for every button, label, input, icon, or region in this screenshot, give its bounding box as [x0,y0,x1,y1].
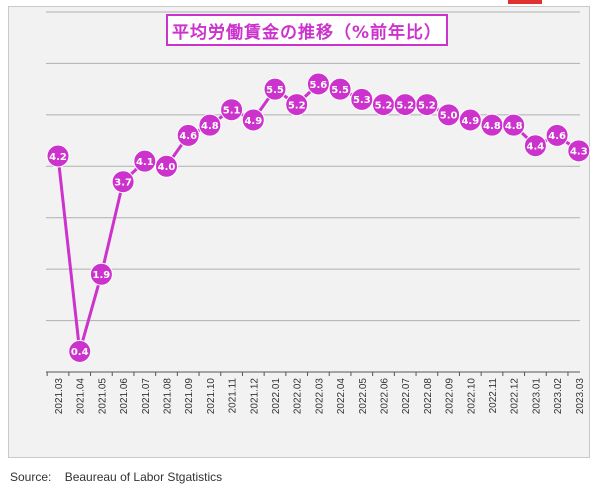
x-tick-label: 2022.09 [445,378,456,415]
data-label: 5.2 [418,100,436,111]
data-label: 1.9 [93,270,111,281]
data-point [545,123,569,147]
data-point [89,262,113,286]
data-point [46,144,70,168]
x-tick-label: 2021.03 [54,378,65,415]
data-point [155,154,178,178]
chart-frame [8,6,590,458]
data-label: 5.0 [440,111,458,122]
x-tick-label: 2022.07 [401,378,412,415]
data-label: 4.8 [201,121,219,132]
data-point [306,72,330,96]
x-tick-label: 2023.02 [553,378,564,415]
chart-title: 平均労働賃金の推移（%前年比） [166,14,448,46]
data-label: 5.1 [223,106,241,117]
data-label: 4.3 [570,147,588,158]
data-point [523,134,547,158]
x-tick-label: 2022.08 [423,378,434,415]
data-point [220,98,244,122]
x-tick-label: 2022.10 [466,378,477,415]
data-label: 4.8 [483,121,501,132]
data-label: 5.3 [353,95,371,106]
data-point [502,113,526,137]
x-tick-label: 2021.07 [141,378,152,415]
data-label: 0.4 [71,347,89,358]
data-point [176,123,200,147]
data-label: 4.0 [158,162,176,173]
data-label: 4.1 [136,157,154,168]
x-tick-label: 2021.12 [249,378,260,415]
data-point [567,139,591,163]
data-point [133,149,157,173]
data-point [241,108,265,132]
data-label: 4.9 [244,116,262,127]
x-tick-label: 2023.03 [575,378,586,415]
data-label: 4.6 [179,131,197,142]
data-point [263,77,287,101]
data-point [68,339,92,363]
x-tick-label: 2022.05 [358,378,369,415]
x-tick-label: 2022.03 [314,378,325,415]
data-label: 5.2 [375,100,393,111]
x-tick-label: 2021.10 [206,378,217,415]
data-label: 5.6 [310,80,328,91]
data-point [458,108,482,132]
data-label: 4.9 [461,116,479,127]
x-tick-label: 2021.08 [163,378,174,415]
x-tick-label: 2021.04 [76,378,87,415]
data-label: 5.2 [396,100,414,111]
x-tick-label: 2022.01 [271,378,282,415]
data-label: 4.6 [548,131,566,142]
x-tick-label: 2021.06 [119,378,130,415]
data-label: 4.4 [527,142,545,153]
data-label: 5.5 [331,85,349,96]
x-tick-label: 2022.06 [380,378,391,415]
x-tick-label: 2022.04 [336,378,347,415]
data-label: 4.2 [49,152,67,163]
data-label: 5.5 [266,85,284,96]
x-tick-label: 2022.12 [510,378,521,415]
data-point [111,170,135,194]
data-point [350,87,374,111]
x-tick-label: 2023.01 [531,378,542,415]
x-tick-label: 2021.05 [97,378,108,415]
data-label: 3.7 [114,178,132,189]
x-tick-label: 2022.02 [293,378,304,415]
data-label: 4.8 [505,121,523,132]
data-point [328,77,352,101]
corner-mark [508,0,542,4]
x-tick-label: 2022.11 [488,378,499,414]
data-point [437,103,461,127]
x-tick-label: 2021.09 [184,378,195,415]
data-point [198,113,222,137]
source-note: Source: Beaureau of Labor Stgatistics [10,470,223,484]
x-tick-label: 2021.11 [228,378,239,414]
data-point [415,93,439,117]
data-point [285,93,309,117]
data-label: 5.2 [288,100,306,111]
